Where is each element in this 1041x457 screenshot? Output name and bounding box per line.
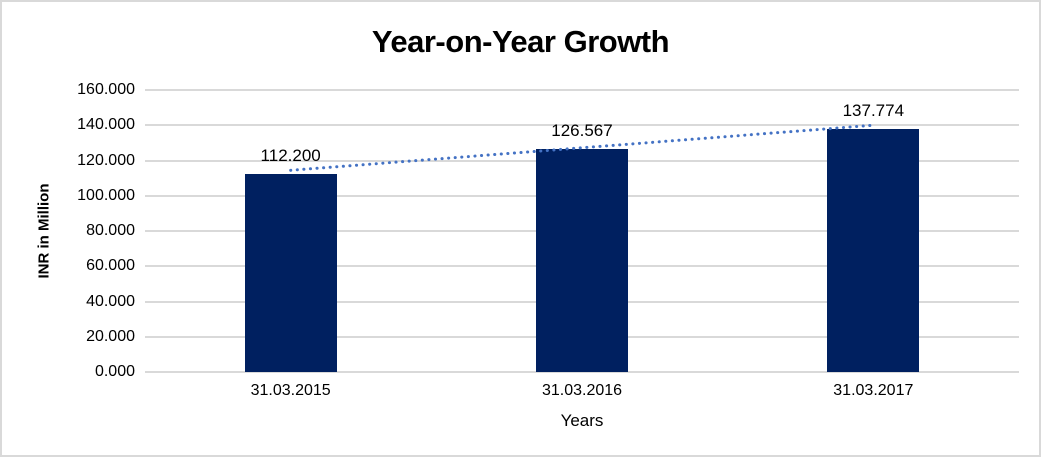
bar [827,129,920,372]
chart-title: Year-on-Year Growth [371,24,670,59]
x-category-label: 31.03.2016 [541,382,623,399]
y-tick-label: 140.000 [77,116,135,134]
y-tick-label: 80.000 [86,222,135,239]
gridline [145,371,1019,373]
y-tick-label: 40.000 [86,292,135,310]
x-axis-title: Years [560,411,604,430]
plot-area: 112.200 126.567 137.774 [145,89,1019,373]
bar [536,148,628,372]
bar-value-label: 126.567 [551,120,613,140]
y-tick-label: 60.000 [86,257,135,275]
bar-value-label: 112.200 [260,146,321,166]
gridline [145,124,1019,127]
y-tick-label: 20.000 [86,327,135,345]
trendline-segment [289,123,875,172]
y-tick-label: 100.000 [77,186,135,204]
bar [244,174,337,372]
gridline [145,89,1019,91]
y-tick-label: 0.000 [94,363,135,380]
y-tick-label: 160.000 [77,81,135,98]
trendline [289,123,875,172]
x-category-label: 31.03.2017 [833,382,914,399]
x-category-label: 31.03.2015 [250,382,331,399]
y-tick-label: 120.000 [77,151,135,169]
bar-value-label: 137.774 [842,101,905,121]
